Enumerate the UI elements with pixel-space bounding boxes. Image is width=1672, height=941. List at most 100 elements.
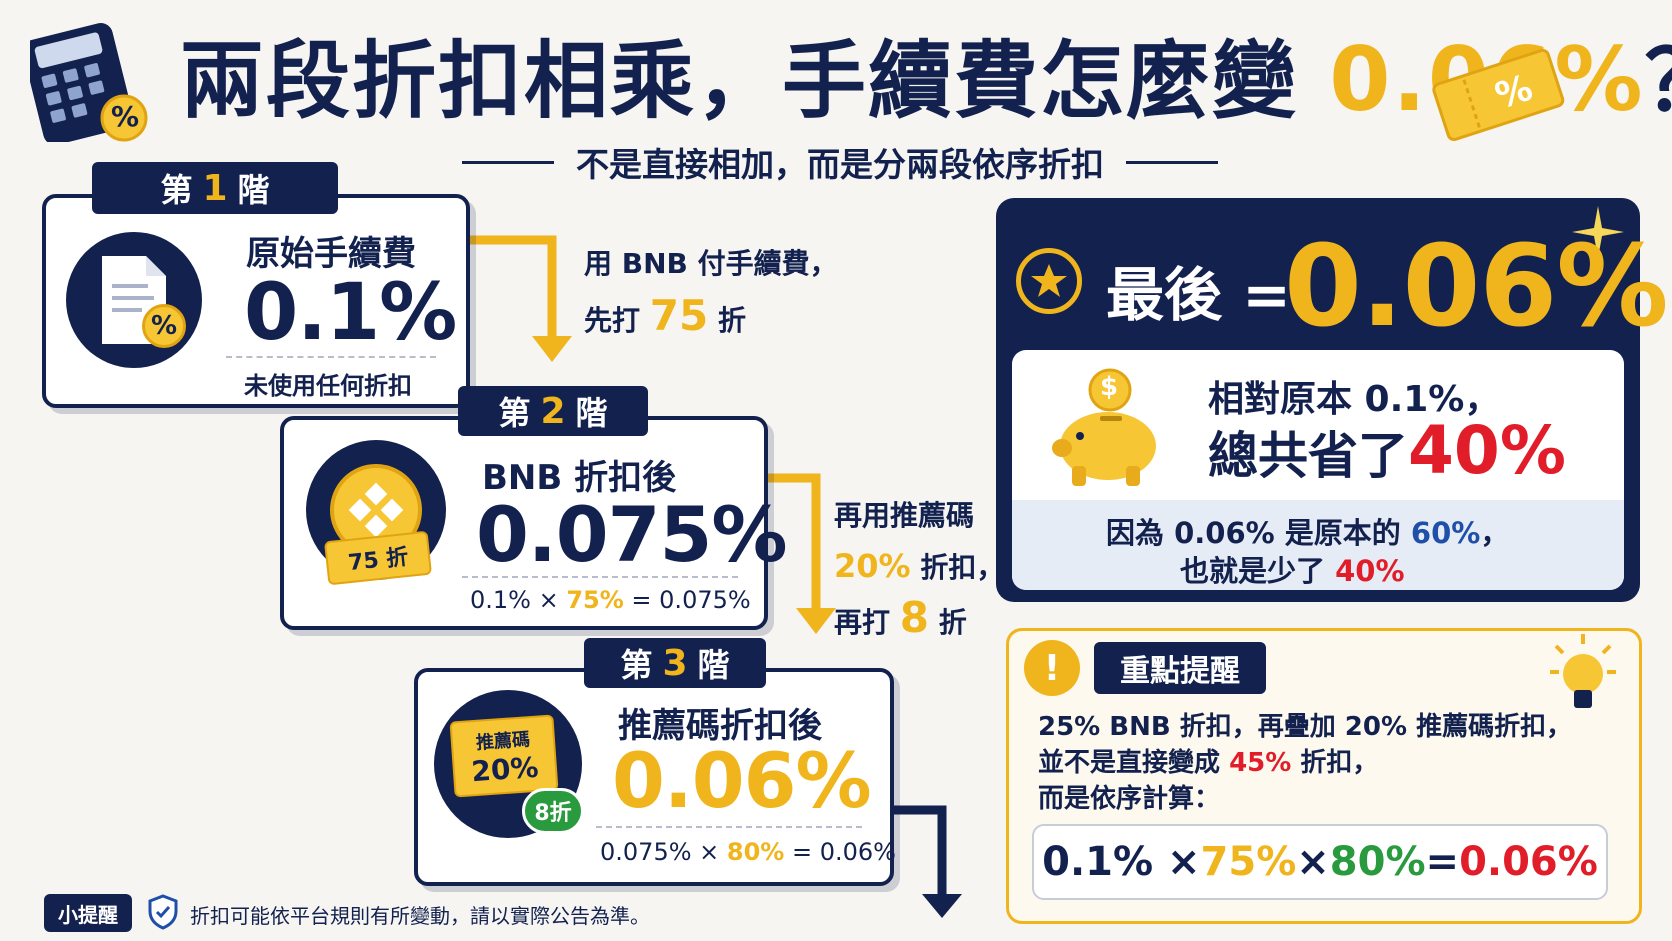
step3-formula-a: 0.075% ×: [600, 838, 727, 866]
reminder-line2-suffix: 折扣，: [1291, 748, 1379, 778]
reminder-f3: ×: [1296, 839, 1330, 885]
reminder-line1: 25% BNB 折扣，再疊加 20% 推薦碼折扣，: [1038, 712, 1573, 742]
arrow1-line1: 用 BNB 付手續費，: [584, 247, 838, 280]
sparkle-icon: [1572, 206, 1624, 258]
final-explain2: 也就是少了 40%: [1180, 548, 1405, 590]
step2-tag-num: 2: [540, 390, 566, 432]
arrow1-line2: 先打 75 折: [584, 292, 838, 345]
step3-tag: 第 3 階: [584, 638, 766, 688]
arrow2-line2-num: 20%: [834, 547, 911, 585]
step2-tag-suffix: 階: [575, 394, 608, 432]
step1-note: 未使用任何折扣: [244, 372, 412, 400]
final-line2: 總共省了40%: [1208, 412, 1566, 489]
step3-ticket-bottom: 20%: [470, 750, 540, 788]
reminder-title: 重點提醒: [1094, 642, 1266, 694]
step2-formula-a: 0.1% ×: [470, 586, 567, 614]
arrow1-line2-prefix: 先打: [584, 304, 650, 337]
step3-discount-badge: 8折: [522, 788, 584, 834]
shield-check-icon: [148, 894, 178, 930]
arrow2-line3-num: 8: [899, 593, 929, 642]
coupon-ticket-icon: %: [1428, 44, 1568, 144]
step2-value: 0.075%: [476, 490, 788, 579]
step2-ticket-text: 75 折: [346, 544, 410, 577]
step3-ticket: 推薦碼 20%: [449, 714, 559, 798]
star-icon: [1016, 248, 1082, 314]
arrow2-line3-prefix: 再打: [834, 606, 900, 639]
step3-ticket-top: 推薦碼: [475, 728, 531, 754]
step1-divider: [226, 356, 436, 358]
final-explain1-suffix: ，: [1480, 516, 1510, 550]
step1-tag-num: 1: [202, 167, 228, 209]
reminder-line2: 並不是直接變成 45% 折扣，: [1038, 742, 1378, 779]
document-icon: [66, 232, 202, 368]
step1-value: 0.1%: [244, 268, 457, 358]
warning-icon: !: [1024, 640, 1080, 696]
step3-badge-text: 8折: [534, 801, 572, 826]
calculator-percent-badge: %: [111, 100, 140, 133]
reminder-line2-value: 45%: [1229, 748, 1292, 778]
step3-value: 0.06%: [612, 736, 872, 825]
piggy-bank-icon: $: [1046, 366, 1170, 490]
step3-tag-suffix: 階: [697, 646, 730, 684]
reminder-line3: 而是依序計算：: [1038, 784, 1221, 814]
step1-tag-prefix: 第: [160, 171, 193, 209]
final-explain2-prefix: 也就是少了: [1180, 554, 1336, 588]
step2-tag: 第 2 階: [458, 386, 648, 436]
coin-dollar-sign: $: [1100, 372, 1119, 402]
arrow2-line2: 20% 折扣，: [834, 542, 1004, 592]
subtitle-row: 不是直接相加，而是分兩段依序折扣: [410, 140, 1270, 184]
lightbulb-icon: [1550, 634, 1616, 708]
step1-tag-suffix: 階: [237, 171, 270, 209]
footer-badge: 小提醒: [44, 894, 132, 932]
step3-tag-num: 3: [662, 642, 688, 684]
step2-divider: [462, 576, 738, 578]
step2-formula: 0.1% × 75% = 0.075%: [470, 586, 751, 614]
final-explain2-value: 40%: [1335, 554, 1405, 588]
footer-text: 折扣可能依平台規則有所變動，請以實際公告為準。: [190, 904, 650, 928]
title-tail: ？: [1645, 32, 1672, 130]
final-explain1: 因為 0.06% 是原本的 60%，: [1106, 510, 1509, 552]
subtitle: 不是直接相加，而是分兩段依序折扣: [576, 145, 1104, 184]
final-label: 最後 =: [1106, 261, 1291, 329]
step1-title: 原始手續費: [246, 234, 416, 274]
arrow1-line2-num: 75: [649, 291, 709, 340]
document-percent-text: %: [150, 311, 178, 341]
warning-icon-glyph: !: [1043, 647, 1061, 689]
reminder-f1: 0.1% ×: [1042, 839, 1201, 885]
reminder-line2-prefix: 並不是直接變成: [1038, 748, 1230, 778]
arrow1-line2-suffix: 折: [708, 304, 746, 337]
final-explain1-prefix: 因為 0.06% 是原本的: [1106, 516, 1411, 550]
subtitle-divider-left: [462, 160, 554, 164]
arrow2-line1: 再用推薦碼: [834, 499, 975, 532]
final-line1: 相對原本 0.1%，: [1208, 379, 1501, 420]
step2-formula-b: 75%: [566, 586, 624, 614]
reminder-formula: 0.1% × 75% × 80% = 0.06%: [1032, 824, 1608, 900]
step1-tag: 第 1 階: [92, 162, 338, 214]
step2-formula-c: = 0.075%: [623, 586, 751, 614]
final-line2-prefix: 總共省了: [1208, 427, 1408, 485]
arrow2-line3: 再打 8 折: [834, 594, 1004, 647]
arrow2-line2-suffix: 折扣，: [910, 551, 1005, 584]
step2-tag-prefix: 第: [498, 394, 531, 432]
arrow2-note: 再用推薦碼 20% 折扣， 再打 8 折: [834, 492, 1004, 647]
step3-formula-b: 80%: [726, 838, 785, 866]
step3-tag-prefix: 第: [620, 646, 653, 684]
reminder-f4: 80%: [1329, 839, 1426, 885]
document-percent-badge: %: [142, 304, 186, 348]
reminder-f6: 0.06%: [1459, 839, 1598, 885]
reminder-f2: 75%: [1200, 839, 1297, 885]
step2-title: BNB 折扣後: [482, 458, 677, 498]
step3-title: 推薦碼折扣後: [618, 706, 822, 746]
arrow1-note: 用 BNB 付手續費， 先打 75 折: [584, 240, 838, 345]
step3-formula: 0.075% × 80% = 0.06%: [600, 838, 896, 866]
subtitle-divider-right: [1126, 160, 1218, 164]
step3-divider: [596, 826, 862, 828]
arrow2-line3-suffix: 折: [928, 606, 967, 639]
calculator-icon: %: [22, 22, 150, 145]
reminder-f5: =: [1425, 839, 1460, 885]
final-line2-value: 40%: [1408, 412, 1566, 489]
final-value: 0.06%: [1284, 222, 1669, 352]
final-explain-strip: [1012, 500, 1624, 590]
step3-formula-c: = 0.06%: [784, 838, 896, 866]
